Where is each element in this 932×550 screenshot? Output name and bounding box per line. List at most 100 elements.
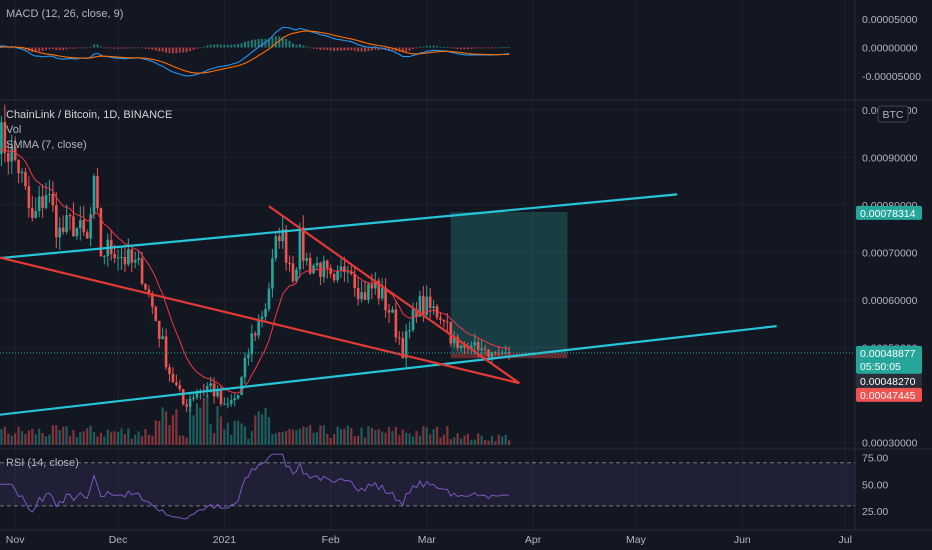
candle [377,277,381,305]
candle-body [120,256,123,258]
candle-body [422,295,425,315]
macd-histogram-bar [453,47,456,49]
macd-histogram-bar [41,47,44,52]
macd-histogram-bar [501,47,504,49]
volume-bar [17,426,20,445]
volume-bar [38,428,41,445]
candle [181,388,185,406]
volume-bar [401,429,404,445]
trend-line-red[interactable] [268,205,520,385]
macd-histogram-bar [10,47,13,49]
candle-body [267,288,271,309]
macd-histogram-bar [463,47,466,50]
candle-body [418,295,422,317]
price-axis-tick: 0.00060000 [862,295,918,307]
candle-body [428,296,432,308]
volume-bar [439,437,442,445]
currency-badge-text: BTC [883,109,904,121]
volume-bar [44,436,48,445]
candle-body [123,256,127,265]
candle [10,134,14,174]
volume-bar [411,436,415,445]
candle [387,303,391,323]
price-tag[interactable] [856,205,922,220]
macd-histogram-bar [51,47,54,50]
candle [120,246,123,270]
candle [185,398,188,412]
candle [267,282,271,312]
macd-histogram-bar [233,44,236,48]
macd-histogram-bar [89,46,92,48]
volume-bar [62,426,65,445]
candle [188,397,192,413]
volume-bar [147,434,151,445]
candle-body [277,236,281,242]
volume-bar [243,426,247,445]
volume-bar [381,431,384,445]
candle [356,277,360,306]
price-tag[interactable] [856,345,922,374]
volume-bar [188,391,192,445]
candle [3,104,7,163]
volume-bar [408,433,411,445]
macd-histogram-bar [226,44,229,48]
volume-bar [99,432,102,445]
volume-bar [86,428,89,445]
macd-histogram-bar [367,47,370,51]
trend-line-red[interactable] [0,256,520,385]
candle [0,116,3,167]
rsi-label: RSI (14, close) [6,457,79,469]
macd-histogram-bar [192,47,195,50]
currency-badge[interactable] [877,105,909,123]
candle [140,251,144,286]
macd-histogram-bar [72,47,75,49]
macd-histogram-bar [96,44,99,48]
candle-body [343,266,346,272]
candle [75,227,79,240]
candle-body [360,292,363,300]
volume-bar [257,411,260,445]
volume-bar [123,433,127,445]
volume-bar [425,427,428,445]
long-position-target-box[interactable] [450,211,568,354]
macd-histogram-bar [86,47,89,49]
volume-bar [212,433,216,445]
volume-bar [158,420,161,445]
volume-bar [446,426,449,445]
volume-bar [144,428,147,445]
candle-body [41,196,44,208]
macd-histogram-bar [504,47,507,48]
price-tag-text: 0.00047445 [860,390,916,402]
macd-histogram-bar [247,41,250,48]
candle-body [44,195,48,208]
macd-histogram-bar [243,41,246,48]
macd-histogram-bar [93,44,96,48]
candle [82,206,86,237]
macd-histogram-bar [250,39,253,48]
candle [384,278,387,318]
macd-histogram-bar [370,47,373,51]
candle-body [452,336,456,344]
candle-body [58,227,62,238]
macd-histogram-bar [230,44,233,48]
candle-body [295,269,298,282]
volume-bar [278,432,281,445]
candle-body [55,205,58,238]
trend-line-cyan[interactable] [0,325,777,416]
volume-bar [357,435,360,445]
macd-histogram-bar [350,47,353,51]
trend-line-cyan[interactable] [0,193,678,260]
price-tag[interactable] [856,373,922,388]
macd-histogram-bar [364,47,367,52]
volume-bar [195,403,199,445]
candle-body [72,216,75,237]
candle [487,349,490,360]
macd-histogram-bar [322,47,325,50]
volume-bar [20,431,24,445]
macd-histogram-bar [110,47,113,49]
macd-histogram-bar [271,37,274,48]
candle [123,247,127,273]
price-tag[interactable] [856,387,922,402]
